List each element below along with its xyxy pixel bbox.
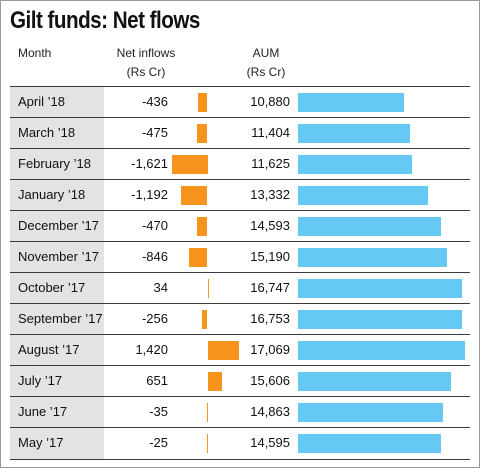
- aum-bar: [298, 403, 444, 422]
- month-cell: July ’17: [10, 366, 104, 397]
- aum-value: 14,863: [250, 404, 290, 419]
- aum-bar: [298, 248, 447, 267]
- month-cell: April ’18: [10, 87, 104, 118]
- chart-title: Gilt funds: Net flows: [10, 7, 200, 34]
- column-header-net-inflows: Net inflows (Rs Cr): [100, 44, 192, 82]
- month-label: March ’18: [18, 125, 76, 140]
- aum-value: 17,069: [250, 342, 290, 357]
- month-label: May ’17: [18, 435, 64, 450]
- aum-value: 16,753: [250, 311, 290, 326]
- table-row: June ’17 -35 14,863: [10, 396, 470, 428]
- table-row: May ’17 -25 14,595: [10, 427, 470, 460]
- aum-bar: [298, 155, 412, 174]
- table-row: January ’18 -1,192 13,332: [10, 179, 470, 211]
- month-label: November ’17: [18, 249, 99, 264]
- table-row: August ’17 1,420 17,069: [10, 334, 470, 366]
- aum-bar: [298, 186, 429, 205]
- month-label: January ’18: [18, 187, 86, 202]
- month-label: August ’17: [18, 342, 80, 357]
- aum-bar: [298, 279, 462, 298]
- aum-value: 15,190: [250, 249, 290, 264]
- table-row: September ’17 -256 16,753: [10, 303, 470, 335]
- month-cell: October ’17: [10, 273, 104, 304]
- month-cell: March ’18: [10, 118, 104, 149]
- month-label: December ’17: [18, 218, 99, 233]
- net-inflows-value: -846: [141, 249, 168, 264]
- column-header-aum: AUM (Rs Cr): [240, 44, 292, 82]
- month-label: September ’17: [18, 311, 103, 326]
- aum-value: 14,595: [250, 435, 290, 450]
- aum-value: 10,880: [250, 94, 290, 109]
- column-header-net-inflows-unit: (Rs Cr): [126, 65, 166, 79]
- month-cell: January ’18: [10, 180, 104, 211]
- month-cell: November ’17: [10, 242, 104, 273]
- column-header-net-inflows-label: Net inflows: [116, 46, 176, 60]
- net-inflows-value: -1,621: [131, 156, 168, 171]
- net-inflows-value: 1,420: [135, 342, 168, 357]
- net-inflows-value: -256: [141, 311, 168, 326]
- net-inflows-value: -436: [141, 94, 168, 109]
- month-label: June ’17: [18, 404, 68, 419]
- net-inflows-bar: [188, 248, 208, 267]
- table-row: July ’17 651 15,606: [10, 365, 470, 397]
- net-inflows-value: 651: [146, 373, 168, 388]
- aum-bar: [298, 217, 441, 236]
- table-row: November ’17 -846 15,190: [10, 241, 470, 273]
- month-label: October ’17: [18, 280, 86, 295]
- net-inflows-value: -1,192: [131, 187, 168, 202]
- net-inflows-value: -35: [149, 404, 168, 419]
- aum-bar: [298, 434, 441, 453]
- net-inflows-bar: [197, 93, 208, 112]
- aum-bar: [298, 310, 462, 329]
- column-header-aum-unit: (Rs Cr): [246, 65, 286, 79]
- net-inflows-value: -470: [141, 218, 168, 233]
- month-cell: May ’17: [10, 428, 104, 459]
- aum-bar: [298, 93, 405, 112]
- net-inflows-bar: [207, 372, 222, 391]
- net-inflows-bar: [171, 155, 208, 174]
- table-row: October ’17 34 16,747: [10, 272, 470, 304]
- aum-value: 16,747: [250, 280, 290, 295]
- net-inflows-bar: [196, 124, 208, 143]
- month-label: February ’18: [18, 156, 91, 171]
- month-cell: August ’17: [10, 335, 104, 366]
- aum-value: 11,404: [251, 125, 290, 140]
- net-inflows-bar: [206, 403, 208, 422]
- aum-bar: [298, 124, 410, 143]
- net-inflows-bar: [206, 434, 208, 453]
- table-row: March ’18 -475 11,404: [10, 117, 470, 149]
- table-row: April ’18 -436 10,880: [10, 86, 470, 118]
- net-inflows-bar: [207, 341, 240, 360]
- month-cell: February ’18: [10, 149, 104, 180]
- aum-value: 14,593: [250, 218, 290, 233]
- net-inflows-bar: [207, 279, 209, 298]
- month-label: April ’18: [18, 94, 65, 109]
- aum-bar: [298, 372, 451, 391]
- table-row: February ’18 -1,621 11,625: [10, 148, 470, 180]
- net-inflows-bar: [181, 186, 208, 205]
- column-header-month-label: Month: [18, 46, 52, 60]
- aum-value: 15,606: [250, 373, 290, 388]
- column-header-month: Month: [18, 44, 51, 63]
- column-header-aum-label: AUM: [252, 46, 280, 60]
- aum-bar: [298, 341, 465, 360]
- table-row: December ’17 -470 14,593: [10, 210, 470, 242]
- net-inflows-value: 34: [153, 280, 168, 295]
- net-inflows-bar: [201, 310, 208, 329]
- net-inflows-bar: [197, 217, 208, 236]
- month-label: July ’17: [18, 373, 63, 388]
- aum-value: 11,625: [251, 156, 290, 171]
- aum-value: 13,332: [250, 187, 290, 202]
- month-cell: June ’17: [10, 397, 104, 428]
- month-cell: December ’17: [10, 211, 104, 242]
- net-inflows-value: -25: [149, 435, 168, 450]
- month-cell: September ’17: [10, 304, 104, 335]
- net-inflows-value: -475: [141, 125, 168, 140]
